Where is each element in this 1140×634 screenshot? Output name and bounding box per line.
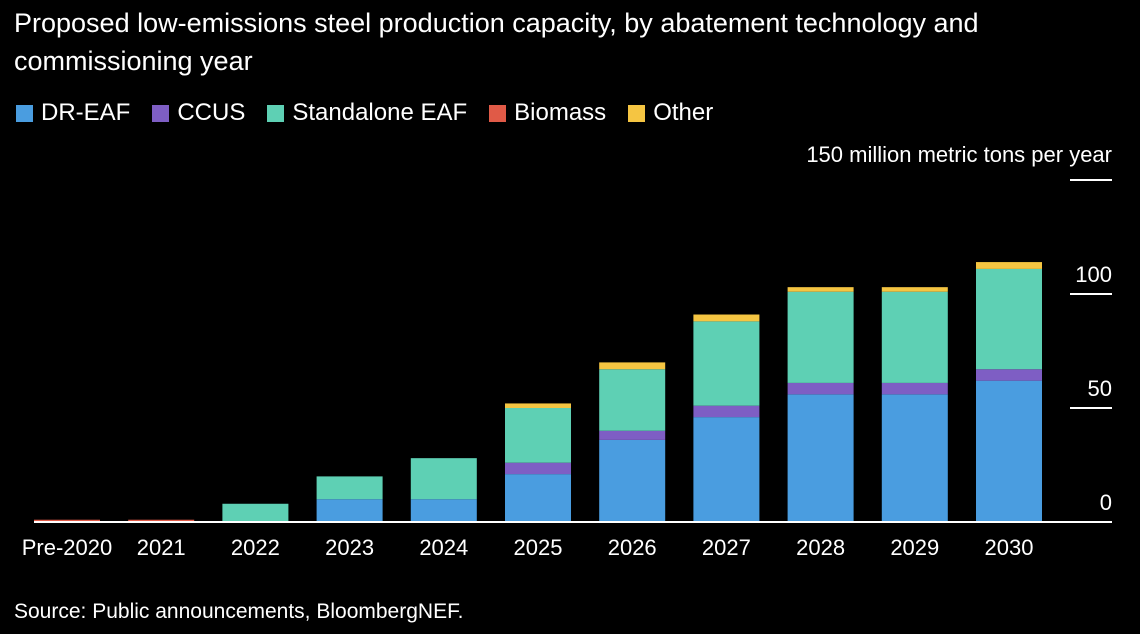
bar-segment: [787, 394, 854, 522]
legend-swatch-ccus: [152, 104, 170, 122]
legend-item-ccus: CCUS: [152, 99, 245, 127]
legend-label-standalone-eaf: Standalone EAF: [292, 99, 468, 126]
y-tick-label: 100: [1075, 262, 1112, 287]
bar-segment: [976, 369, 1042, 381]
bar-segment: [881, 382, 948, 395]
bar-segment: [34, 519, 100, 522]
bar-segment: [787, 382, 854, 395]
bar-segment: [787, 291, 854, 383]
legend-item-dr-eaf: DR-EAF: [16, 99, 130, 127]
y-tick-label: 0: [1100, 490, 1112, 515]
legend-label-ccus: CCUS: [177, 99, 246, 126]
bar-segment: [128, 519, 195, 522]
bar-segment: [976, 268, 1042, 370]
bar-segment: [599, 362, 666, 370]
bar-segment: [693, 321, 760, 406]
x-tick-label: 2029: [890, 535, 939, 560]
legend-label-dr-eaf: DR-EAF: [41, 99, 131, 126]
x-tick-label: Pre-2020: [22, 535, 113, 560]
y-axis-unit-label: 150 million metric tons per year: [806, 142, 1112, 167]
source-note: Source: Public announcements, BloombergN…: [14, 600, 464, 623]
bar-segment: [505, 474, 571, 522]
bar-segment: [693, 314, 760, 322]
chart-title: Proposed low-emissions steel production …: [14, 8, 979, 76]
legend-label-biomass: Biomass: [514, 99, 607, 126]
bar-segment: [693, 417, 760, 522]
bar-segment: [881, 394, 948, 522]
bar-segment: [976, 380, 1042, 522]
bar-segment: [505, 408, 571, 463]
x-tick-label: 2023: [325, 535, 374, 560]
y-tick-label: 50: [1088, 376, 1112, 401]
legend-item-biomass: Biomass: [489, 99, 606, 127]
legend-swatch-other: [628, 104, 646, 122]
legend-item-other: Other: [628, 99, 713, 127]
legend: DR-EAF CCUS Standalone EAF Biomass Other: [16, 98, 735, 128]
legend-item-standalone-eaf: Standalone EAF: [267, 99, 467, 127]
bar-segment: [881, 287, 948, 292]
legend-label-other: Other: [653, 99, 714, 126]
legend-swatch-standalone-eaf: [267, 104, 285, 122]
bar-segment: [410, 499, 477, 522]
bar-segment: [787, 287, 854, 292]
x-tick-label: 2022: [231, 535, 280, 560]
x-tick-label: 2028: [796, 535, 845, 560]
legend-swatch-biomass: [489, 104, 507, 122]
x-tick-label: 2021: [137, 535, 186, 560]
bar-segment: [222, 503, 289, 522]
bar-segment: [976, 262, 1042, 269]
bar-segment: [693, 405, 760, 418]
x-tick-label: 2027: [702, 535, 751, 560]
x-tick-label: 2026: [608, 535, 657, 560]
legend-swatch-dr-eaf: [16, 104, 33, 122]
bar-segment: [410, 458, 477, 500]
bar-segment: [599, 439, 666, 522]
x-tick-label: 2030: [985, 535, 1034, 560]
x-tick-label: 2024: [419, 535, 468, 560]
bar-segment: [316, 476, 383, 500]
bar-segment: [316, 499, 383, 522]
bar-segment: [599, 369, 666, 431]
bar-segment: [881, 291, 948, 383]
x-tick-label: 2025: [514, 535, 563, 560]
bar-segment: [505, 462, 571, 475]
bar-segment: [599, 430, 666, 440]
bar-segment: [505, 403, 571, 408]
